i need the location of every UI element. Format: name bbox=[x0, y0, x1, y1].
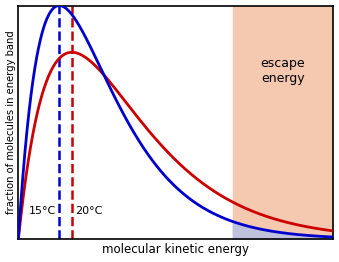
Text: escape
energy: escape energy bbox=[261, 57, 305, 85]
X-axis label: molecular kinetic energy: molecular kinetic energy bbox=[102, 243, 250, 256]
Text: 20°C: 20°C bbox=[75, 206, 102, 216]
Y-axis label: fraction of molecules in energy band: fraction of molecules in energy band bbox=[5, 31, 16, 214]
Text: 15°C: 15°C bbox=[29, 206, 56, 216]
Bar bbox=[233, 6, 334, 239]
